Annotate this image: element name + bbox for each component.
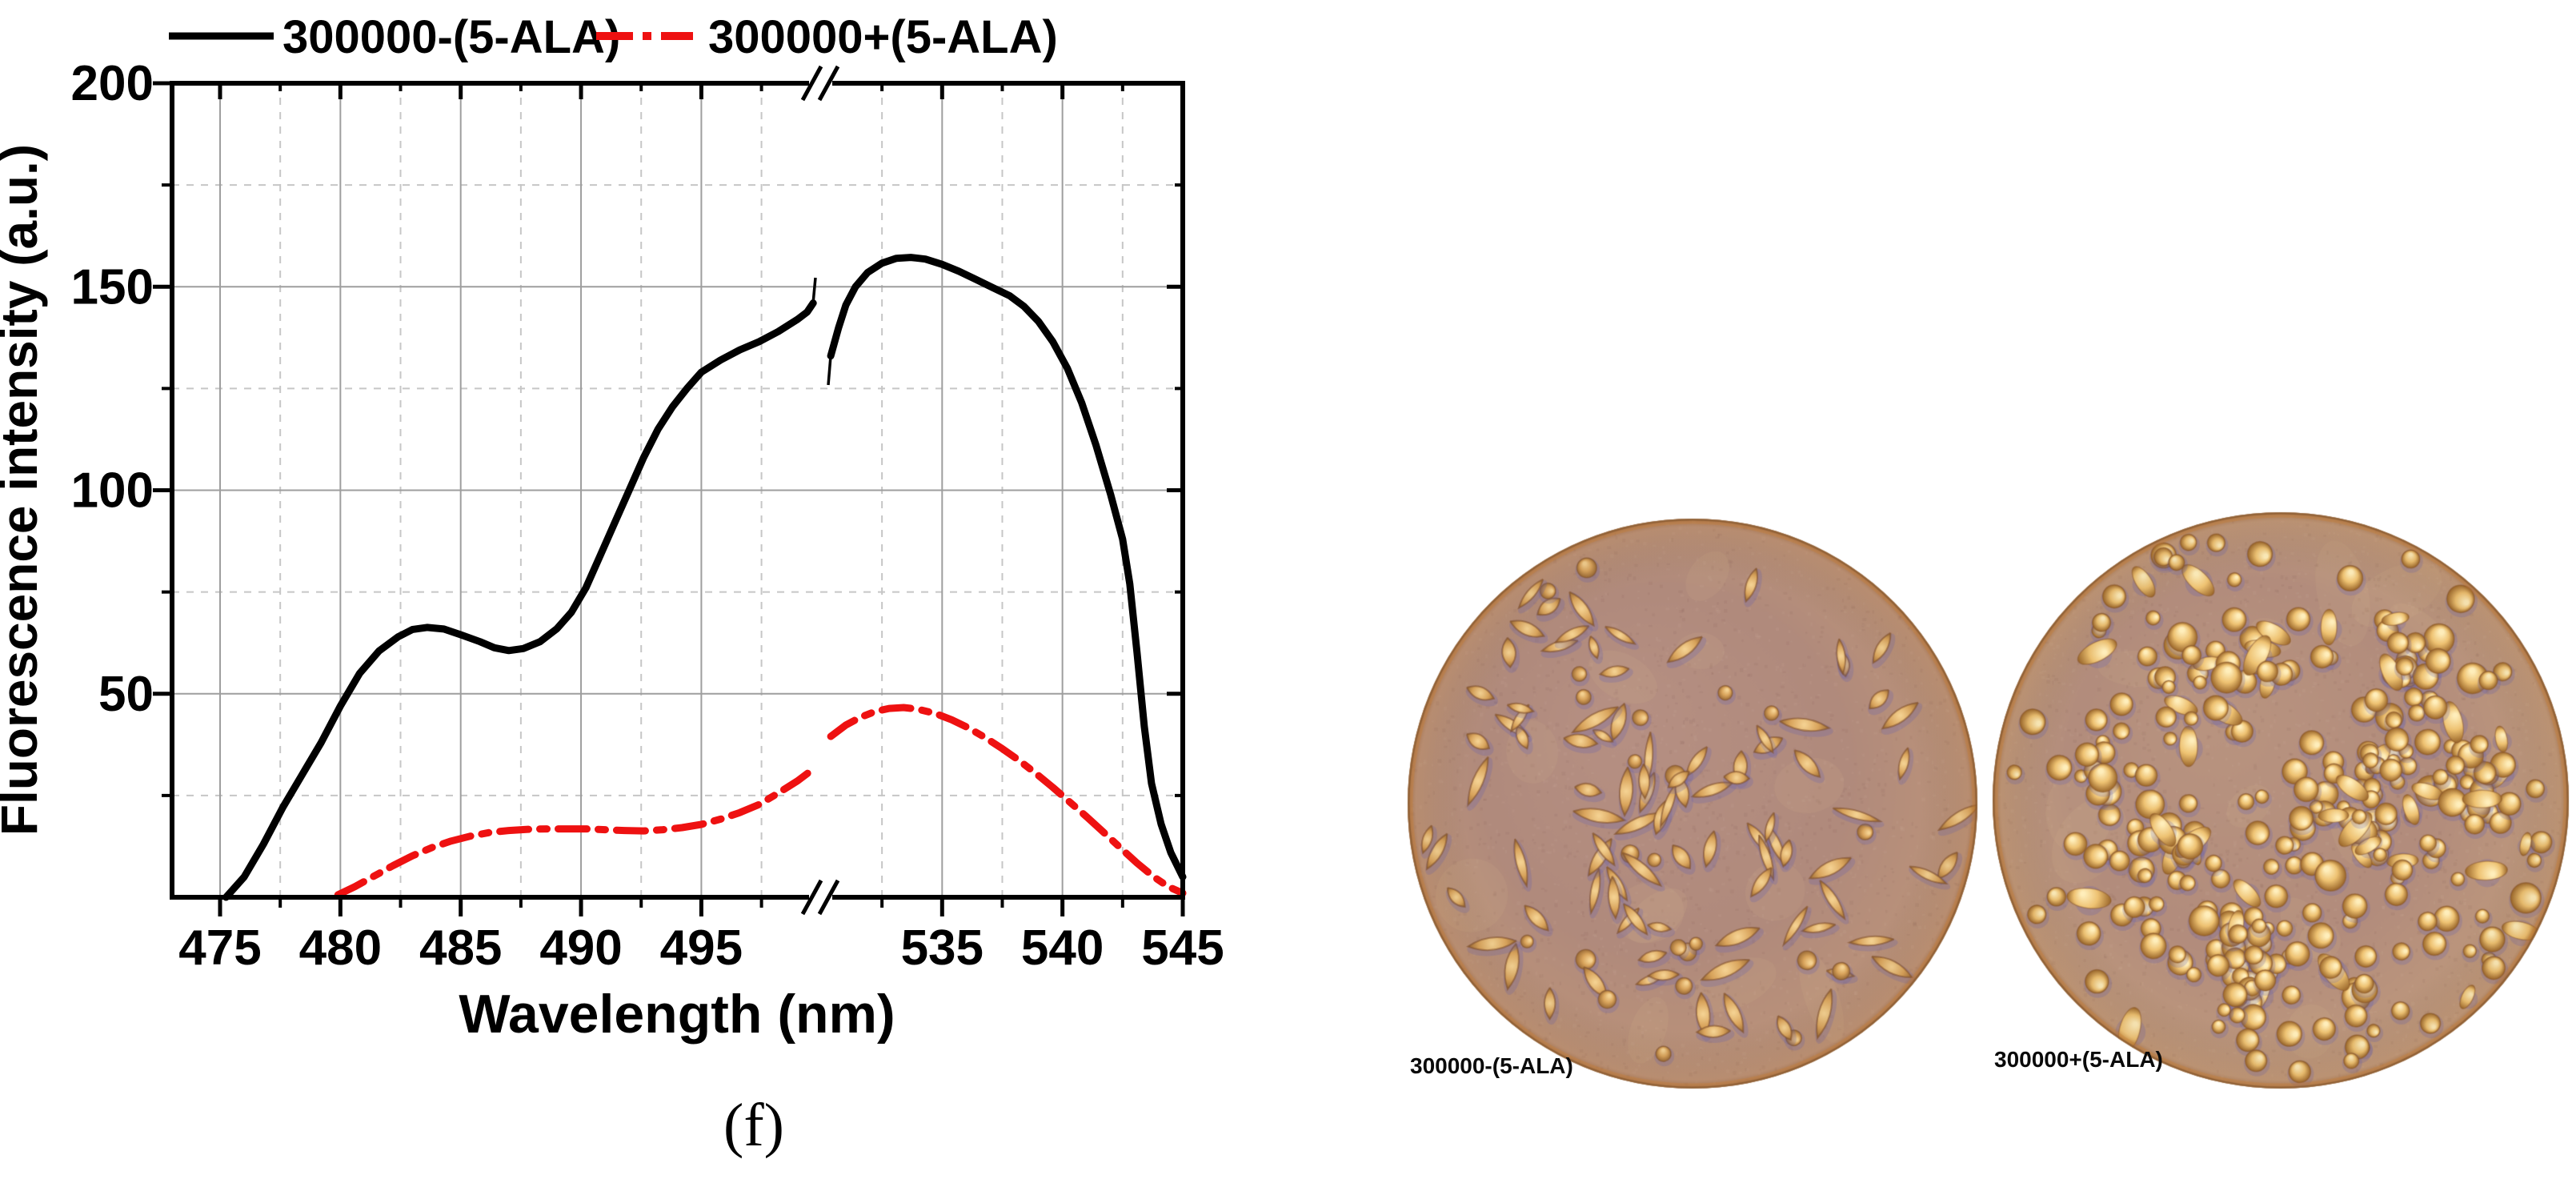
- y-tick-label: 100: [71, 463, 154, 519]
- series-line-1: [334, 765, 817, 899]
- spectrum-chart-svg: 475 480 485 490 495 535 540 545 50 100 150 200 Wavel…: [0, 11, 1224, 1045]
- series-line-0-after-break: [827, 254, 1187, 881]
- curve-break-mark-right: [827, 355, 832, 386]
- microscopy-image-plus-ala: [1989, 509, 2572, 1092]
- x-tick-label: 485: [419, 920, 502, 976]
- y-tick-label: 200: [71, 56, 154, 111]
- y-axis-title: Fluorescence intensity (a.u.): [0, 144, 48, 836]
- break-slash: [800, 879, 823, 916]
- microscopy-label-minus-ala: 300000-(5-ALA): [1410, 1053, 1573, 1078]
- x-tick-label: 490: [539, 920, 622, 976]
- legend: 300000-(5-ALA) 300000+(5-ALA): [169, 11, 1058, 63]
- axis-ticks: [153, 81, 1185, 916]
- break-slash: [817, 879, 840, 916]
- legend-label-minus-ala: 300000-(5-ALA): [282, 11, 620, 63]
- x-tick-label: 540: [1021, 920, 1104, 976]
- legend-label-plus-ala: 300000+(5-ALA): [708, 11, 1058, 63]
- curve-break-mark-left: [811, 277, 817, 304]
- major-gridlines: [172, 83, 1183, 897]
- y-tick-label: 50: [98, 667, 154, 722]
- x-tick-label: 480: [299, 920, 382, 976]
- x-tick-label: 475: [178, 920, 261, 976]
- break-slash: [817, 65, 840, 102]
- x-tick-label: 495: [660, 920, 743, 976]
- y-tick-label: 150: [71, 259, 154, 315]
- top-axis-break-icon: [800, 65, 840, 102]
- x-tick-label: 535: [901, 920, 984, 976]
- x-axis-title: Wavelength (nm): [459, 984, 895, 1045]
- subfigure-label: (f): [723, 1092, 784, 1159]
- bottom-axis-break-icon: [800, 879, 840, 916]
- series-line-0: [222, 299, 817, 901]
- microscopy-label-plus-ala: 300000+(5-ALA): [1994, 1047, 2163, 1072]
- x-tick-label: 545: [1141, 920, 1224, 976]
- break-slash: [800, 65, 823, 102]
- series-line-1-after-break: [827, 704, 1187, 897]
- fluorescence-spectrum-panel: 475 480 485 490 495 535 540 545 50 100 150 200 Wavel…: [0, 11, 1224, 1045]
- microscopy-image-minus-ala: [1404, 515, 1981, 1092]
